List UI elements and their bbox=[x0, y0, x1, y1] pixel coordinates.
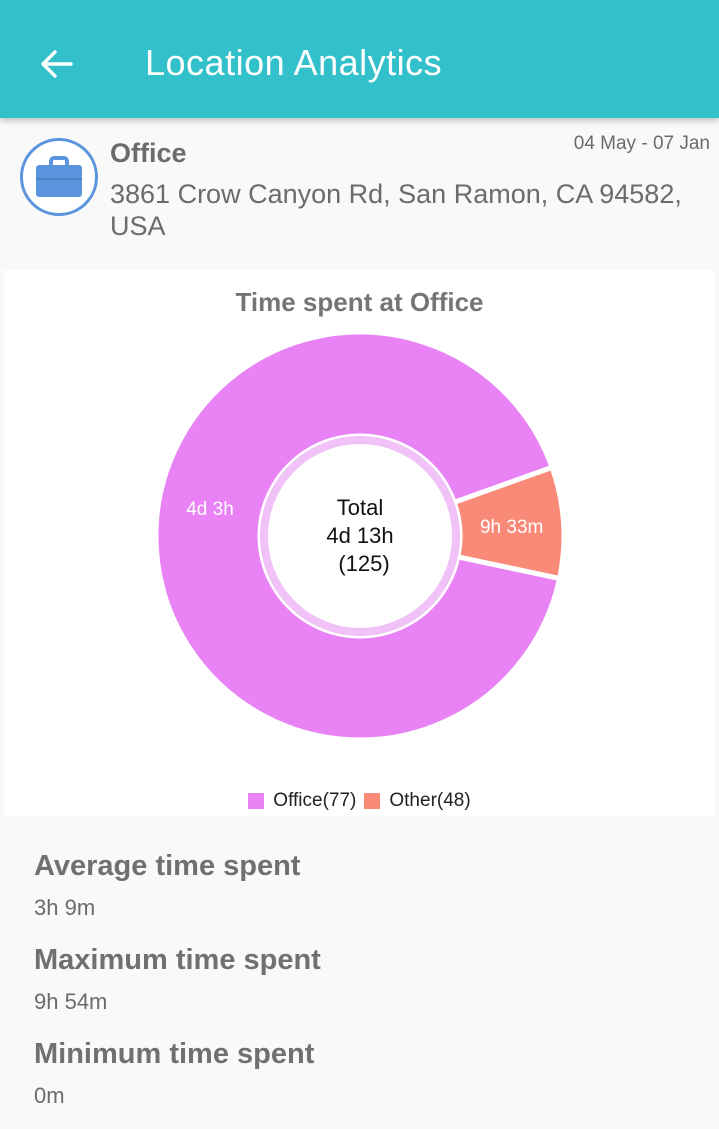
legend-swatch-office bbox=[248, 793, 265, 809]
legend-item-office: Office(77) bbox=[248, 790, 356, 812]
stat-average: Average time spent 3h 9m bbox=[34, 850, 300, 921]
center-total-value: 4d 13h bbox=[326, 523, 393, 548]
stat-label: Minimum time spent bbox=[34, 1038, 315, 1070]
legend-item-other: Other(48) bbox=[364, 790, 471, 812]
back-button[interactable] bbox=[28, 36, 84, 92]
slice-label-other: 9h 33m bbox=[480, 517, 543, 538]
location-address: 3861 Crow Canyon Rd, San Ramon, CA 94582… bbox=[110, 179, 682, 241]
stat-value: 3h 9m bbox=[34, 895, 96, 920]
app-bar: Location Analytics bbox=[0, 0, 719, 118]
page-title: Location Analytics bbox=[145, 42, 443, 83]
legend-swatch-other bbox=[364, 793, 381, 809]
arrow-left-icon bbox=[41, 50, 73, 78]
center-total-count: (125) bbox=[338, 551, 389, 576]
date-range: 04 May - 07 Jan bbox=[573, 133, 710, 154]
donut-chart: 4d 3h 9h 33m Total 4d 13h (125) bbox=[153, 329, 567, 743]
slice-label-office: 4d 3h bbox=[186, 499, 234, 520]
legend-label-office: Office(77) bbox=[273, 790, 357, 811]
stat-maximum: Maximum time spent 9h 54m bbox=[34, 944, 321, 1015]
stat-value: 0m bbox=[34, 1083, 65, 1108]
location-avatar bbox=[20, 138, 98, 216]
stat-label: Maximum time spent bbox=[34, 944, 321, 976]
center-total-label: Total bbox=[337, 495, 383, 520]
stat-minimum: Minimum time spent 0m bbox=[34, 1038, 314, 1109]
chart-card: Time spent at Office 4d 3h 9h 33m Total 4… bbox=[4, 270, 715, 816]
stat-value: 9h 54m bbox=[34, 989, 108, 1014]
chart-legend: Office(77) Other(48) bbox=[4, 790, 715, 812]
legend-label-other: Other(48) bbox=[389, 790, 471, 811]
chart-title: Time spent at Office bbox=[235, 287, 484, 317]
location-name: Office bbox=[110, 138, 187, 168]
donut-hole bbox=[268, 444, 452, 628]
stat-label: Average time spent bbox=[34, 850, 301, 882]
briefcase-icon bbox=[36, 156, 82, 197]
